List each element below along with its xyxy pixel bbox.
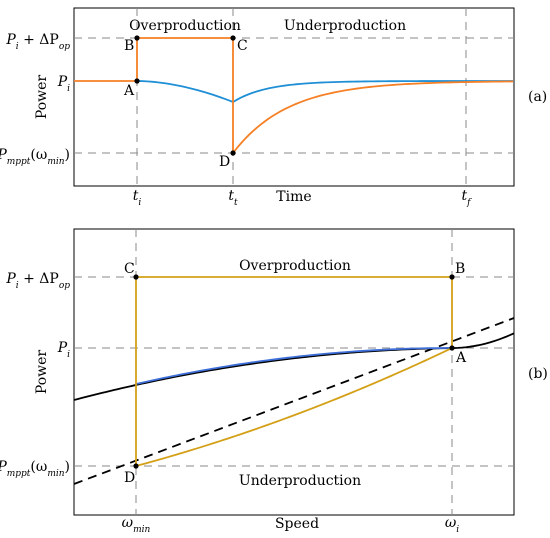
point-b-label-D: D xyxy=(124,470,135,486)
region-b-label-overproduction: Overproduction xyxy=(239,258,351,274)
panel-b-frame xyxy=(73,228,515,516)
panel-a-frame xyxy=(73,7,515,187)
series-blue-curve xyxy=(135,347,453,385)
point-label-C: C xyxy=(237,38,248,54)
point-b-B xyxy=(449,274,455,280)
xtick-a-tt: tt xyxy=(228,188,238,208)
ytick-a-pm: Pmppt(ωmin) xyxy=(0,147,70,167)
point-label-B: B xyxy=(124,38,134,54)
series-orange-line xyxy=(74,37,514,156)
xlabel-b: Speed xyxy=(275,516,319,532)
xtick-a-tf: tf xyxy=(462,188,473,208)
point-label-D: D xyxy=(219,154,230,170)
point-b-D xyxy=(133,463,139,469)
point-a-D xyxy=(230,150,236,156)
point-b-label-B: B xyxy=(455,261,465,277)
series-gold-box xyxy=(135,276,453,466)
series-gold-curve xyxy=(135,347,453,467)
xtick-b-wmin: ωmin xyxy=(122,515,151,535)
ylabel-b: Power xyxy=(34,350,50,395)
panel-label-a: (a) xyxy=(528,89,547,105)
point-a-B xyxy=(134,35,140,41)
ytick-b-pi: Pi xyxy=(57,340,70,360)
series-black-curve xyxy=(73,332,515,401)
ytick-b-pm: Pmppt(ωmin) xyxy=(0,459,70,479)
point-b-C xyxy=(133,274,139,280)
point-a-A xyxy=(134,78,140,84)
ytick-b-pip: Pi + ΔPop xyxy=(5,271,70,291)
point-a-C xyxy=(230,35,236,41)
series-black-dashed xyxy=(73,317,515,485)
series-blue-line xyxy=(136,80,513,103)
region-label-overproduction: Overproduction xyxy=(129,18,241,34)
point-b-label-C: C xyxy=(124,261,135,277)
xlabel-a: Time xyxy=(276,189,311,205)
ytick-a-pip: Pi + ΔPop xyxy=(5,32,70,52)
xtick-b-wi: ωi xyxy=(445,515,459,535)
panel-label-b: (b) xyxy=(528,366,548,382)
point-b-A xyxy=(449,345,455,351)
point-label-A: A xyxy=(123,83,135,99)
ylabel-a: Power xyxy=(34,75,50,120)
region-b-label-underproduction: Underproduction xyxy=(239,473,361,489)
xtick-a-ti: ti xyxy=(133,188,142,208)
ytick-a-pi: Pi xyxy=(57,74,70,94)
point-b-label-A: A xyxy=(455,350,467,366)
region-label-underproduction: Underproduction xyxy=(284,18,406,34)
